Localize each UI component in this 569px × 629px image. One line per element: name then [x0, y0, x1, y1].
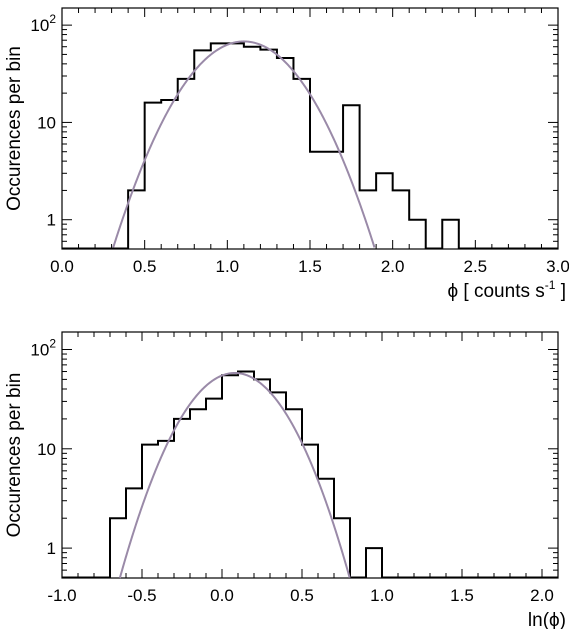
y-tick-label: 1 [47, 539, 56, 558]
histogram-bin [190, 409, 206, 578]
histogram-bin [293, 79, 310, 249]
histogram-bin [270, 392, 286, 578]
x-tick-label: 0.5 [290, 586, 314, 605]
x-axis-label: ln(ϕ) [528, 610, 566, 629]
histogram-bin [206, 399, 222, 578]
histogram-bin [327, 152, 344, 249]
x-tick-label: 2.0 [530, 586, 554, 605]
histogram-bin [442, 220, 459, 249]
histogram-bin [376, 173, 393, 249]
histogram-bin [360, 190, 377, 249]
y-axis-label: Occurences per bin [4, 373, 25, 538]
histogram-outline [62, 370, 558, 579]
y-tick-label: 102 [30, 336, 56, 359]
histogram-bin [142, 445, 158, 578]
histogram-bin [310, 152, 327, 249]
x-tick-label: 1.0 [216, 257, 240, 276]
histogram-bin [244, 47, 261, 249]
histogram-bin [158, 441, 174, 578]
y-tick-label: 102 [30, 12, 56, 35]
y-axis-label: Occurences per bin [4, 46, 25, 211]
y-tick-label: 10 [37, 440, 56, 459]
histogram-bin [178, 79, 195, 249]
histogram-bin [174, 419, 190, 578]
x-tick-label: 0.0 [50, 257, 74, 276]
histogram-bin [366, 548, 382, 578]
histogram-bin [260, 50, 277, 249]
x-tick-label: 3.0 [546, 257, 569, 276]
x-tick-label: -1.0 [47, 586, 76, 605]
plot-area-frame [61, 331, 559, 579]
histogram-bin [302, 445, 318, 578]
histogram-bin [238, 372, 254, 578]
x-axis-label: ϕ [ counts s-1 ] [448, 278, 567, 302]
y-tick-label: 1 [47, 211, 56, 230]
histogram-bin [343, 105, 360, 249]
bottom-histogram-panel: -1.0 -0.5 0.0 0.5 1.0 1.5 2.0 1 10 102Occurences … [4, 331, 566, 629]
histogram-bin [318, 479, 334, 578]
histogram-bin [211, 43, 228, 249]
histogram-bin [286, 409, 302, 578]
histogram-bin [254, 379, 270, 578]
x-tick-label: 1.0 [370, 586, 394, 605]
histogram-bin [194, 50, 211, 249]
histogram-bin [409, 220, 426, 249]
histogram-bin [110, 518, 126, 578]
histogram-bin [393, 190, 410, 249]
histogram-bin [145, 103, 162, 249]
histogram-bin [222, 375, 238, 578]
x-tick-label: 0.0 [210, 586, 234, 605]
x-tick-label: -0.5 [127, 586, 156, 605]
x-tick-label: 1.5 [450, 586, 474, 605]
histogram-bin [161, 100, 178, 249]
x-tick-label: 1.5 [298, 257, 322, 276]
y-tick-label: 10 [37, 113, 56, 132]
gaussian-fit-curve [118, 371, 351, 579]
histogram-bin [227, 43, 244, 249]
x-tick-label: 0.5 [133, 257, 157, 276]
histogram-bin [277, 58, 294, 249]
x-tick-label: 2.5 [464, 257, 488, 276]
gaussian-fit-curve [112, 40, 376, 248]
x-tick-label: 2.0 [381, 257, 405, 276]
